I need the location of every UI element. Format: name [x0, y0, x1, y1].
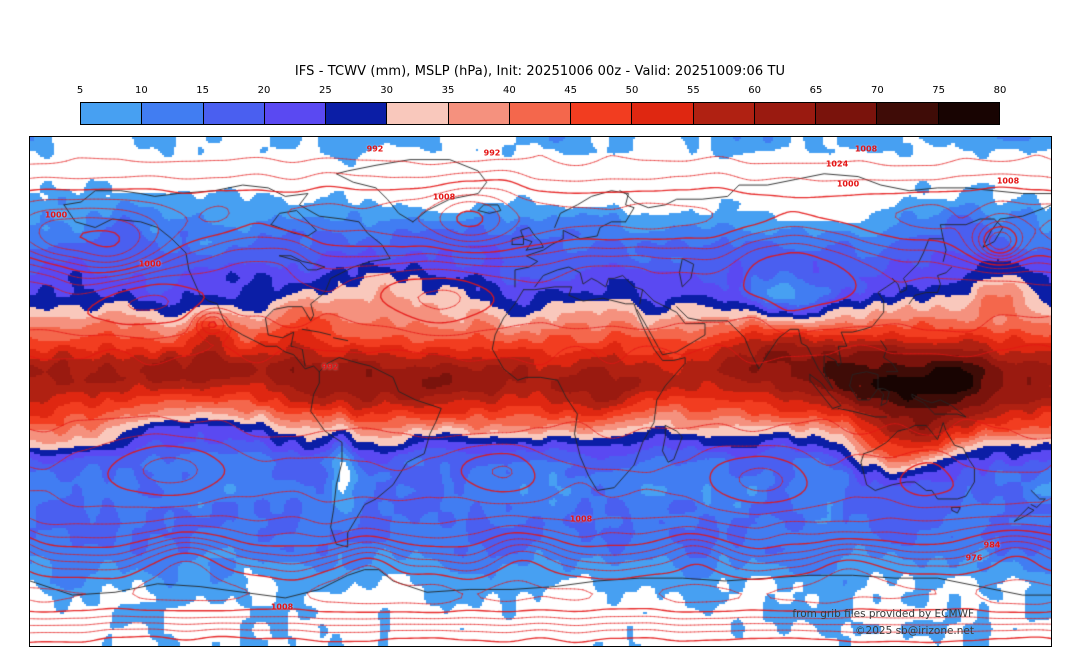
- isobar-label: 992: [366, 144, 384, 154]
- isobar-label: 992: [483, 148, 501, 158]
- isobar-label: 1000: [44, 210, 68, 220]
- isobar-label: 1000: [138, 259, 162, 269]
- isobar-label: 1008: [270, 602, 294, 612]
- colorbar-tick: 80: [993, 85, 1007, 96]
- colorbar-tick: 55: [686, 85, 700, 96]
- colorbar-segment: [632, 103, 694, 124]
- colorbar-segment: [816, 103, 878, 124]
- colorbar-tick: 65: [809, 85, 823, 96]
- isobar-label: 1024: [825, 159, 849, 169]
- colorbar-segment: [754, 103, 817, 124]
- colorbar-segment: [938, 103, 999, 124]
- attribution-ecmwf: from grib files provided by ECMWF: [792, 608, 974, 620]
- colorbar-segment: [387, 103, 449, 124]
- colorbar-segment: [448, 103, 510, 124]
- colorbar-tick-labels: 5 10 15 20 25 30 35 40 45 50 55 60 65 70 75 80: [0, 85, 1080, 98]
- isobar-label: 976: [965, 553, 983, 563]
- isobar-label: 1008: [996, 176, 1020, 186]
- map-area: 992 992 1008 1000 1024 1000 1008 1008 1008 976 984…: [29, 136, 1052, 647]
- colorbar-tick: 45: [564, 85, 578, 96]
- colorbar-tick: 40: [502, 85, 516, 96]
- colorbar-tick: 50: [625, 85, 639, 96]
- isobar-label: 1008: [569, 514, 593, 524]
- colorbar-tick: 60: [748, 85, 762, 96]
- colorbar-tick: 70: [870, 85, 884, 96]
- chart-title: IFS - TCWV (mm), MSLP (hPa), Init: 20251…: [294, 64, 786, 79]
- colorbar-segment: [142, 103, 204, 124]
- colorbar-tick: 30: [380, 85, 394, 96]
- colorbar-segment: [326, 103, 388, 124]
- world-map-canvas: [30, 137, 1051, 646]
- isobar-label: 1008: [854, 144, 878, 154]
- colorbar-segment: [571, 103, 633, 124]
- isobar-label: 1008: [432, 192, 456, 202]
- colorbar-tick: 15: [196, 85, 210, 96]
- colorbar-segment: [264, 103, 327, 124]
- colorbar-segment: [81, 103, 143, 124]
- colorbar-tick: 5: [76, 85, 84, 96]
- colorbar-segment: [509, 103, 572, 124]
- colorbar-tick: 10: [134, 85, 148, 96]
- colorbar-tick: 25: [318, 85, 332, 96]
- colorbar-segment: [203, 103, 265, 124]
- colorbar-tick: 35: [441, 85, 455, 96]
- colorbar: [80, 102, 1000, 125]
- isobar-label: 1000: [836, 179, 860, 189]
- attribution-copyright: ©2025 sb@irizone.net: [855, 625, 974, 637]
- colorbar-tick: 75: [932, 85, 946, 96]
- isobar-label: 984: [983, 540, 1001, 550]
- isobar-label: 992: [321, 362, 339, 372]
- colorbar-segment: [877, 103, 939, 124]
- colorbar-segment: [693, 103, 755, 124]
- colorbar-tick: 20: [257, 85, 271, 96]
